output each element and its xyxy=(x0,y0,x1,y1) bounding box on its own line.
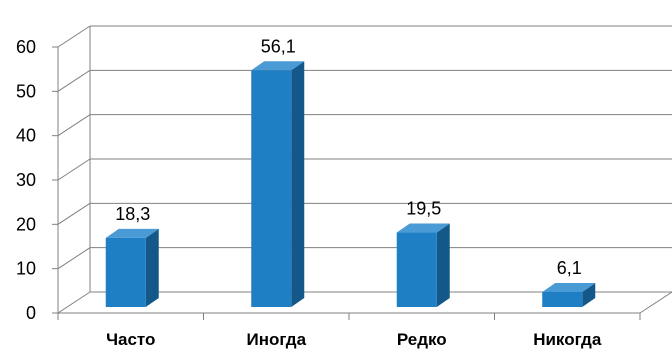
data-label: 18,3 xyxy=(115,204,150,224)
gridline-diagonal xyxy=(57,25,91,48)
bar-top xyxy=(105,228,159,238)
gridline-diagonal xyxy=(57,202,91,225)
data-label: 6,1 xyxy=(557,258,582,278)
gridline-diagonal xyxy=(57,247,91,270)
gridline-diagonal xyxy=(57,158,91,181)
bar-side xyxy=(291,61,305,307)
bar-front xyxy=(251,70,292,307)
gridline-diagonal xyxy=(57,114,91,137)
axes xyxy=(52,46,641,320)
bar-side xyxy=(582,282,596,307)
x-category-label: Никогда xyxy=(533,330,602,349)
y-tick-label: 20 xyxy=(16,214,36,234)
gridline-diagonal xyxy=(57,69,91,92)
bar-front xyxy=(542,291,583,307)
bars xyxy=(105,61,596,307)
bar-front xyxy=(105,237,146,307)
bar-side xyxy=(436,223,450,307)
bar-top xyxy=(396,223,450,233)
bar-front xyxy=(396,232,437,307)
y-tick-label: 40 xyxy=(16,126,36,146)
floor-right-edge xyxy=(639,291,672,314)
data-label: 56,1 xyxy=(261,36,296,56)
bar-side xyxy=(145,228,159,307)
data-label: 19,5 xyxy=(406,199,441,219)
y-tick-label: 0 xyxy=(26,303,36,323)
gridline-diagonal xyxy=(57,291,91,314)
y-tick-label: 50 xyxy=(16,81,36,101)
bar xyxy=(542,282,596,307)
bar xyxy=(251,61,305,307)
bar xyxy=(105,228,159,307)
y-tick-label: 60 xyxy=(16,37,36,57)
gridlines xyxy=(57,25,672,314)
bar xyxy=(396,223,450,307)
x-category-label: Редко xyxy=(397,330,447,349)
bar-top xyxy=(542,282,596,292)
bar-top xyxy=(251,61,305,71)
x-category-label: Иногда xyxy=(246,330,306,349)
x-category-label: Часто xyxy=(106,330,155,349)
labels: 0 10 20 30 40 50 60 18,3 Часто 56,1 Иногда 19,5 Редк… xyxy=(16,36,602,349)
y-tick-label: 30 xyxy=(16,170,36,190)
y-tick-label: 10 xyxy=(16,259,36,279)
